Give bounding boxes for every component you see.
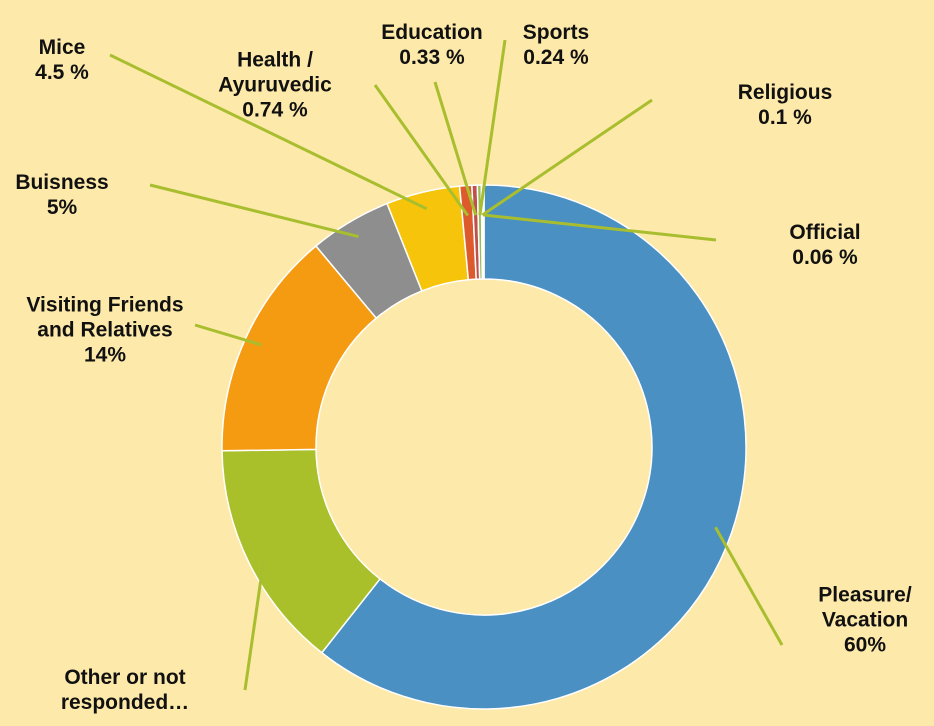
value-label: 14% — [83, 343, 127, 367]
category-label: Visiting Friends and Relatives — [26, 293, 184, 342]
leader-line — [433, 81, 478, 216]
leader-line — [149, 183, 359, 239]
category-label: Mice — [38, 36, 86, 59]
category-label: Health / Ayuruvedic — [218, 48, 332, 97]
category-label: Sports — [522, 21, 590, 44]
category-label: Pleasure/ Vacation — [818, 583, 912, 632]
leader-line — [373, 84, 470, 217]
donut-slice — [320, 184, 747, 710]
value-label: 4.5 % — [35, 61, 89, 84]
value-label: 5% — [46, 196, 78, 219]
value-label: 0.1 % — [758, 106, 812, 129]
data-label: Official 0.06 % — [770, 220, 880, 270]
value-label: 0.74 % — [242, 98, 308, 122]
leader-line — [109, 53, 428, 211]
data-label: Sports 0.24 % — [501, 20, 611, 70]
data-label: Other or not responded… — [25, 665, 225, 715]
data-label: Mice 4.5 % — [12, 35, 112, 85]
value-label: 0.06 % — [792, 246, 858, 269]
data-label: Pleasure/ Vacation 60% — [795, 583, 934, 658]
leader-line — [714, 526, 784, 646]
category-label: Religious — [737, 81, 833, 104]
data-label: Buisness 5% — [7, 170, 117, 220]
leader-line — [243, 555, 266, 691]
category-label: Other or not responded… — [60, 666, 190, 714]
data-label: Religious 0.1 % — [720, 80, 850, 130]
category-label: Official — [789, 221, 861, 244]
value-label: 60% — [843, 633, 887, 657]
leader-line — [194, 323, 262, 347]
leader-line — [478, 39, 507, 216]
leader-line — [483, 213, 717, 242]
leader-line — [481, 98, 653, 217]
value-label: 0.24 % — [523, 46, 589, 69]
value-label: 0.33 % — [399, 46, 465, 69]
data-label: Education 0.33 % — [367, 20, 497, 70]
data-label: Health / Ayuruvedic 0.74 % — [190, 48, 360, 123]
data-label: Visiting Friends and Relatives 14% — [18, 293, 193, 368]
category-label: Education — [381, 21, 483, 44]
category-label: Buisness — [15, 171, 109, 194]
